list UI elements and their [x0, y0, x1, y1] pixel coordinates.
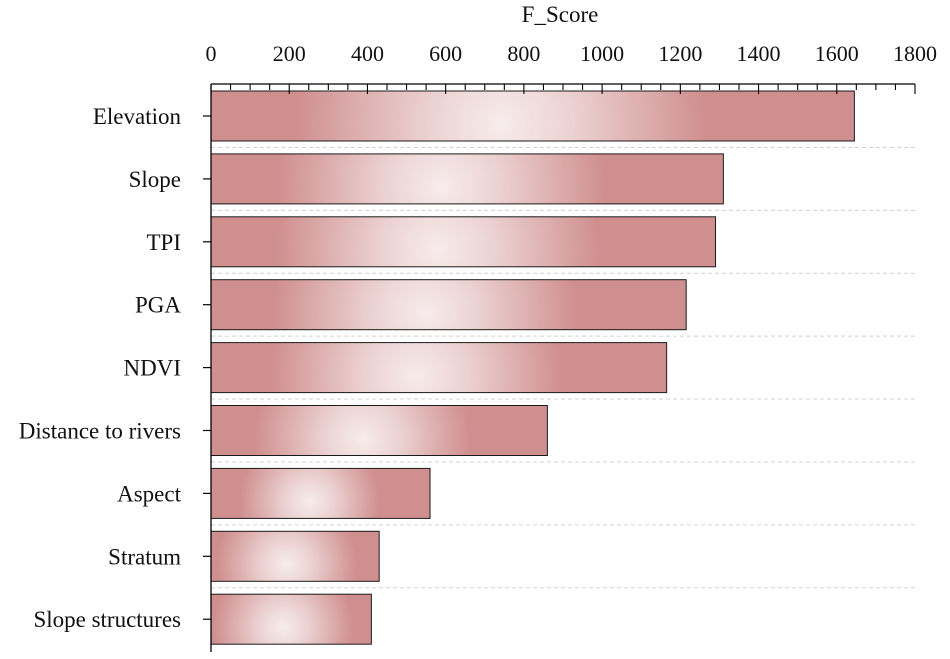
x-tick-label: 400	[351, 41, 384, 66]
bar-slope-structures	[210, 593, 372, 645]
y-tick-label: Slope	[129, 167, 181, 192]
axes: Elevation Slope TPI PGA NDVI Distance to rive…	[19, 41, 937, 652]
x-tick-label: 1600	[815, 41, 859, 66]
y-tick-label: Elevation	[93, 104, 182, 129]
x-tick-label: 1200	[658, 41, 702, 66]
x-tick-label: 1400	[737, 41, 781, 66]
x-tick-label: 800	[507, 41, 540, 66]
x-tick-label: 0	[206, 41, 217, 66]
grid-lines	[211, 146, 915, 589]
bar-slope	[210, 153, 724, 205]
x-tick-label: 1800	[893, 41, 937, 66]
y-tick-label: Aspect	[117, 481, 181, 506]
y-tick-label: Distance to rivers	[19, 419, 181, 444]
x-tick-label: 1000	[580, 41, 624, 66]
bar-distance-to-rivers	[210, 405, 548, 456]
x-tick-label: 200	[273, 41, 306, 66]
y-tick-label: Stratum	[108, 544, 181, 569]
y-tick-label: NDVI	[124, 356, 182, 381]
bar-tpi	[210, 216, 717, 268]
bar-aspect	[210, 467, 431, 519]
bar-pga	[210, 279, 687, 331]
bars	[210, 90, 855, 645]
x-tick-label: 600	[429, 41, 462, 66]
y-tick-label: TPI	[147, 230, 182, 255]
bar-ndvi	[210, 342, 668, 394]
x-axis-title: F_Score	[522, 2, 599, 27]
bar-stratum	[210, 530, 380, 582]
y-tick-label: Slope structures	[33, 607, 181, 632]
bar-elevation	[210, 90, 855, 142]
y-tick-label: PGA	[135, 293, 181, 318]
